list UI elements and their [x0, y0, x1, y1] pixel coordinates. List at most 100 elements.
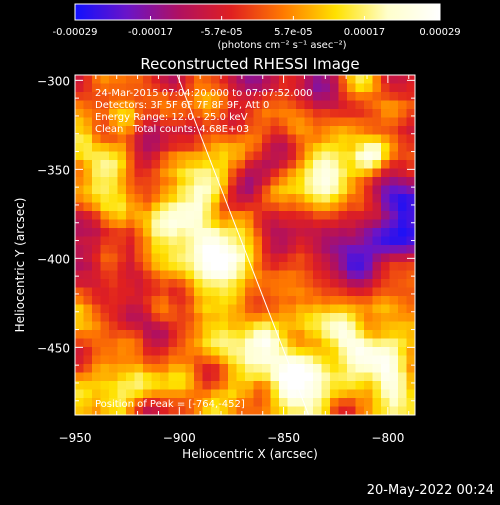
heatmap-cell	[381, 126, 390, 135]
heatmap-cell	[168, 253, 178, 263]
heatmap-cell	[338, 75, 348, 84]
heatmap-cell	[185, 398, 195, 407]
heatmap-cell	[338, 92, 348, 101]
heatmap-cell	[228, 347, 237, 356]
heatmap-cell	[304, 168, 314, 178]
heatmap-cell	[117, 321, 127, 331]
heatmap-cell	[364, 279, 373, 288]
heatmap-cell	[100, 389, 110, 399]
heatmap-cell	[296, 330, 305, 339]
colorbar: -0.00029 -0.00017 -5.7e-05 5.7e-05 0.00017 0.…	[53, 3, 461, 51]
heatmap-cell	[143, 228, 152, 237]
heatmap-cell	[321, 177, 331, 186]
heatmap-cell	[262, 398, 271, 407]
heatmap-cell	[185, 185, 195, 195]
heatmap-cell	[262, 211, 271, 220]
heatmap-cell	[143, 287, 152, 297]
heatmap-cell	[143, 177, 152, 186]
heatmap-cell	[134, 355, 144, 365]
heatmap-cell	[372, 389, 382, 399]
heatmap-cell	[92, 321, 101, 331]
heatmap-cell	[83, 236, 93, 246]
heatmap-cell	[313, 75, 322, 84]
heatmap-cell	[126, 321, 135, 331]
heatmap-cell	[304, 211, 314, 220]
render-date: 20-May-2022 00:24	[367, 483, 494, 498]
heatmap-cell	[389, 245, 399, 254]
heatmap-cell	[253, 364, 263, 373]
heatmap-cell	[75, 75, 84, 84]
heatmap-cell	[287, 219, 297, 229]
heatmap-cell	[92, 151, 101, 161]
heatmap-cell	[338, 364, 348, 373]
heatmap-cell	[287, 389, 297, 399]
heatmap-cell	[168, 304, 178, 314]
heatmap-cell	[219, 83, 229, 93]
heatmap-cell	[270, 177, 280, 186]
heatmap-cell	[75, 304, 84, 314]
heatmap-cell	[117, 143, 127, 152]
heatmap-cell	[313, 406, 322, 415]
heatmap-cell	[398, 100, 407, 110]
heatmap-cell	[151, 75, 161, 84]
heatmap-cell	[389, 143, 399, 152]
heatmap-cell	[100, 83, 110, 93]
heatmap-cell	[381, 296, 390, 305]
heatmap-cell	[177, 228, 186, 237]
heatmap-cell	[372, 245, 382, 254]
heatmap-cell	[245, 83, 254, 93]
heatmap-cell	[134, 117, 144, 127]
heatmap-cell	[177, 126, 186, 135]
heatmap-cell	[219, 117, 229, 127]
heatmap-cell	[381, 117, 390, 127]
heatmap-cell	[228, 253, 237, 263]
heatmap-cell	[134, 236, 144, 246]
heatmap-cell	[347, 398, 356, 407]
heatmap-cell	[194, 296, 203, 305]
heatmap-cell	[100, 330, 110, 339]
heatmap-cell	[321, 321, 331, 331]
heatmap-cell	[270, 270, 280, 280]
heatmap-cell	[287, 92, 297, 101]
heatmap-cell	[100, 347, 110, 356]
heatmap-cell	[109, 330, 118, 339]
heatmap-cell	[321, 381, 331, 390]
heatmap-cell	[279, 143, 288, 152]
heatmap-cell	[92, 126, 101, 135]
heatmap-cell	[236, 338, 246, 348]
heatmap-cell	[253, 100, 263, 110]
heatmap-cell	[330, 211, 339, 220]
heatmap-cell	[313, 185, 322, 195]
heatmap-cell	[228, 406, 237, 415]
heatmap-cell	[219, 364, 229, 373]
heatmap-cell	[279, 364, 288, 373]
heatmap-cell	[185, 211, 195, 220]
y-tick-label: −300	[37, 74, 70, 88]
heatmap-cell	[126, 185, 135, 195]
heatmap-cell	[177, 279, 186, 288]
heatmap-cell	[338, 347, 348, 356]
heatmap-cell	[92, 381, 101, 390]
heatmap-cell	[355, 304, 365, 314]
heatmap-cell	[347, 262, 356, 271]
heatmap-cell	[177, 194, 186, 203]
heatmap-cell	[296, 160, 305, 169]
heatmap-cell	[262, 151, 271, 161]
heatmap-cell	[143, 245, 152, 254]
heatmap-cell	[109, 117, 118, 127]
heatmap-cell	[389, 100, 399, 110]
heatmap-cell	[228, 355, 237, 365]
heatmap-cell	[100, 262, 110, 271]
heatmap-cell	[151, 126, 161, 135]
heatmap-cell	[313, 287, 322, 297]
heatmap-cell	[202, 321, 212, 331]
heatmap-cell	[355, 134, 365, 144]
heatmap-cell	[126, 253, 135, 263]
heatmap-cell	[270, 185, 280, 195]
heatmap-cell	[228, 228, 237, 237]
heatmap-cell	[372, 313, 382, 322]
heatmap-cell	[287, 372, 297, 382]
heatmap-cell	[381, 83, 390, 93]
heatmap-cell	[279, 372, 288, 382]
heatmap-cell	[194, 389, 203, 399]
